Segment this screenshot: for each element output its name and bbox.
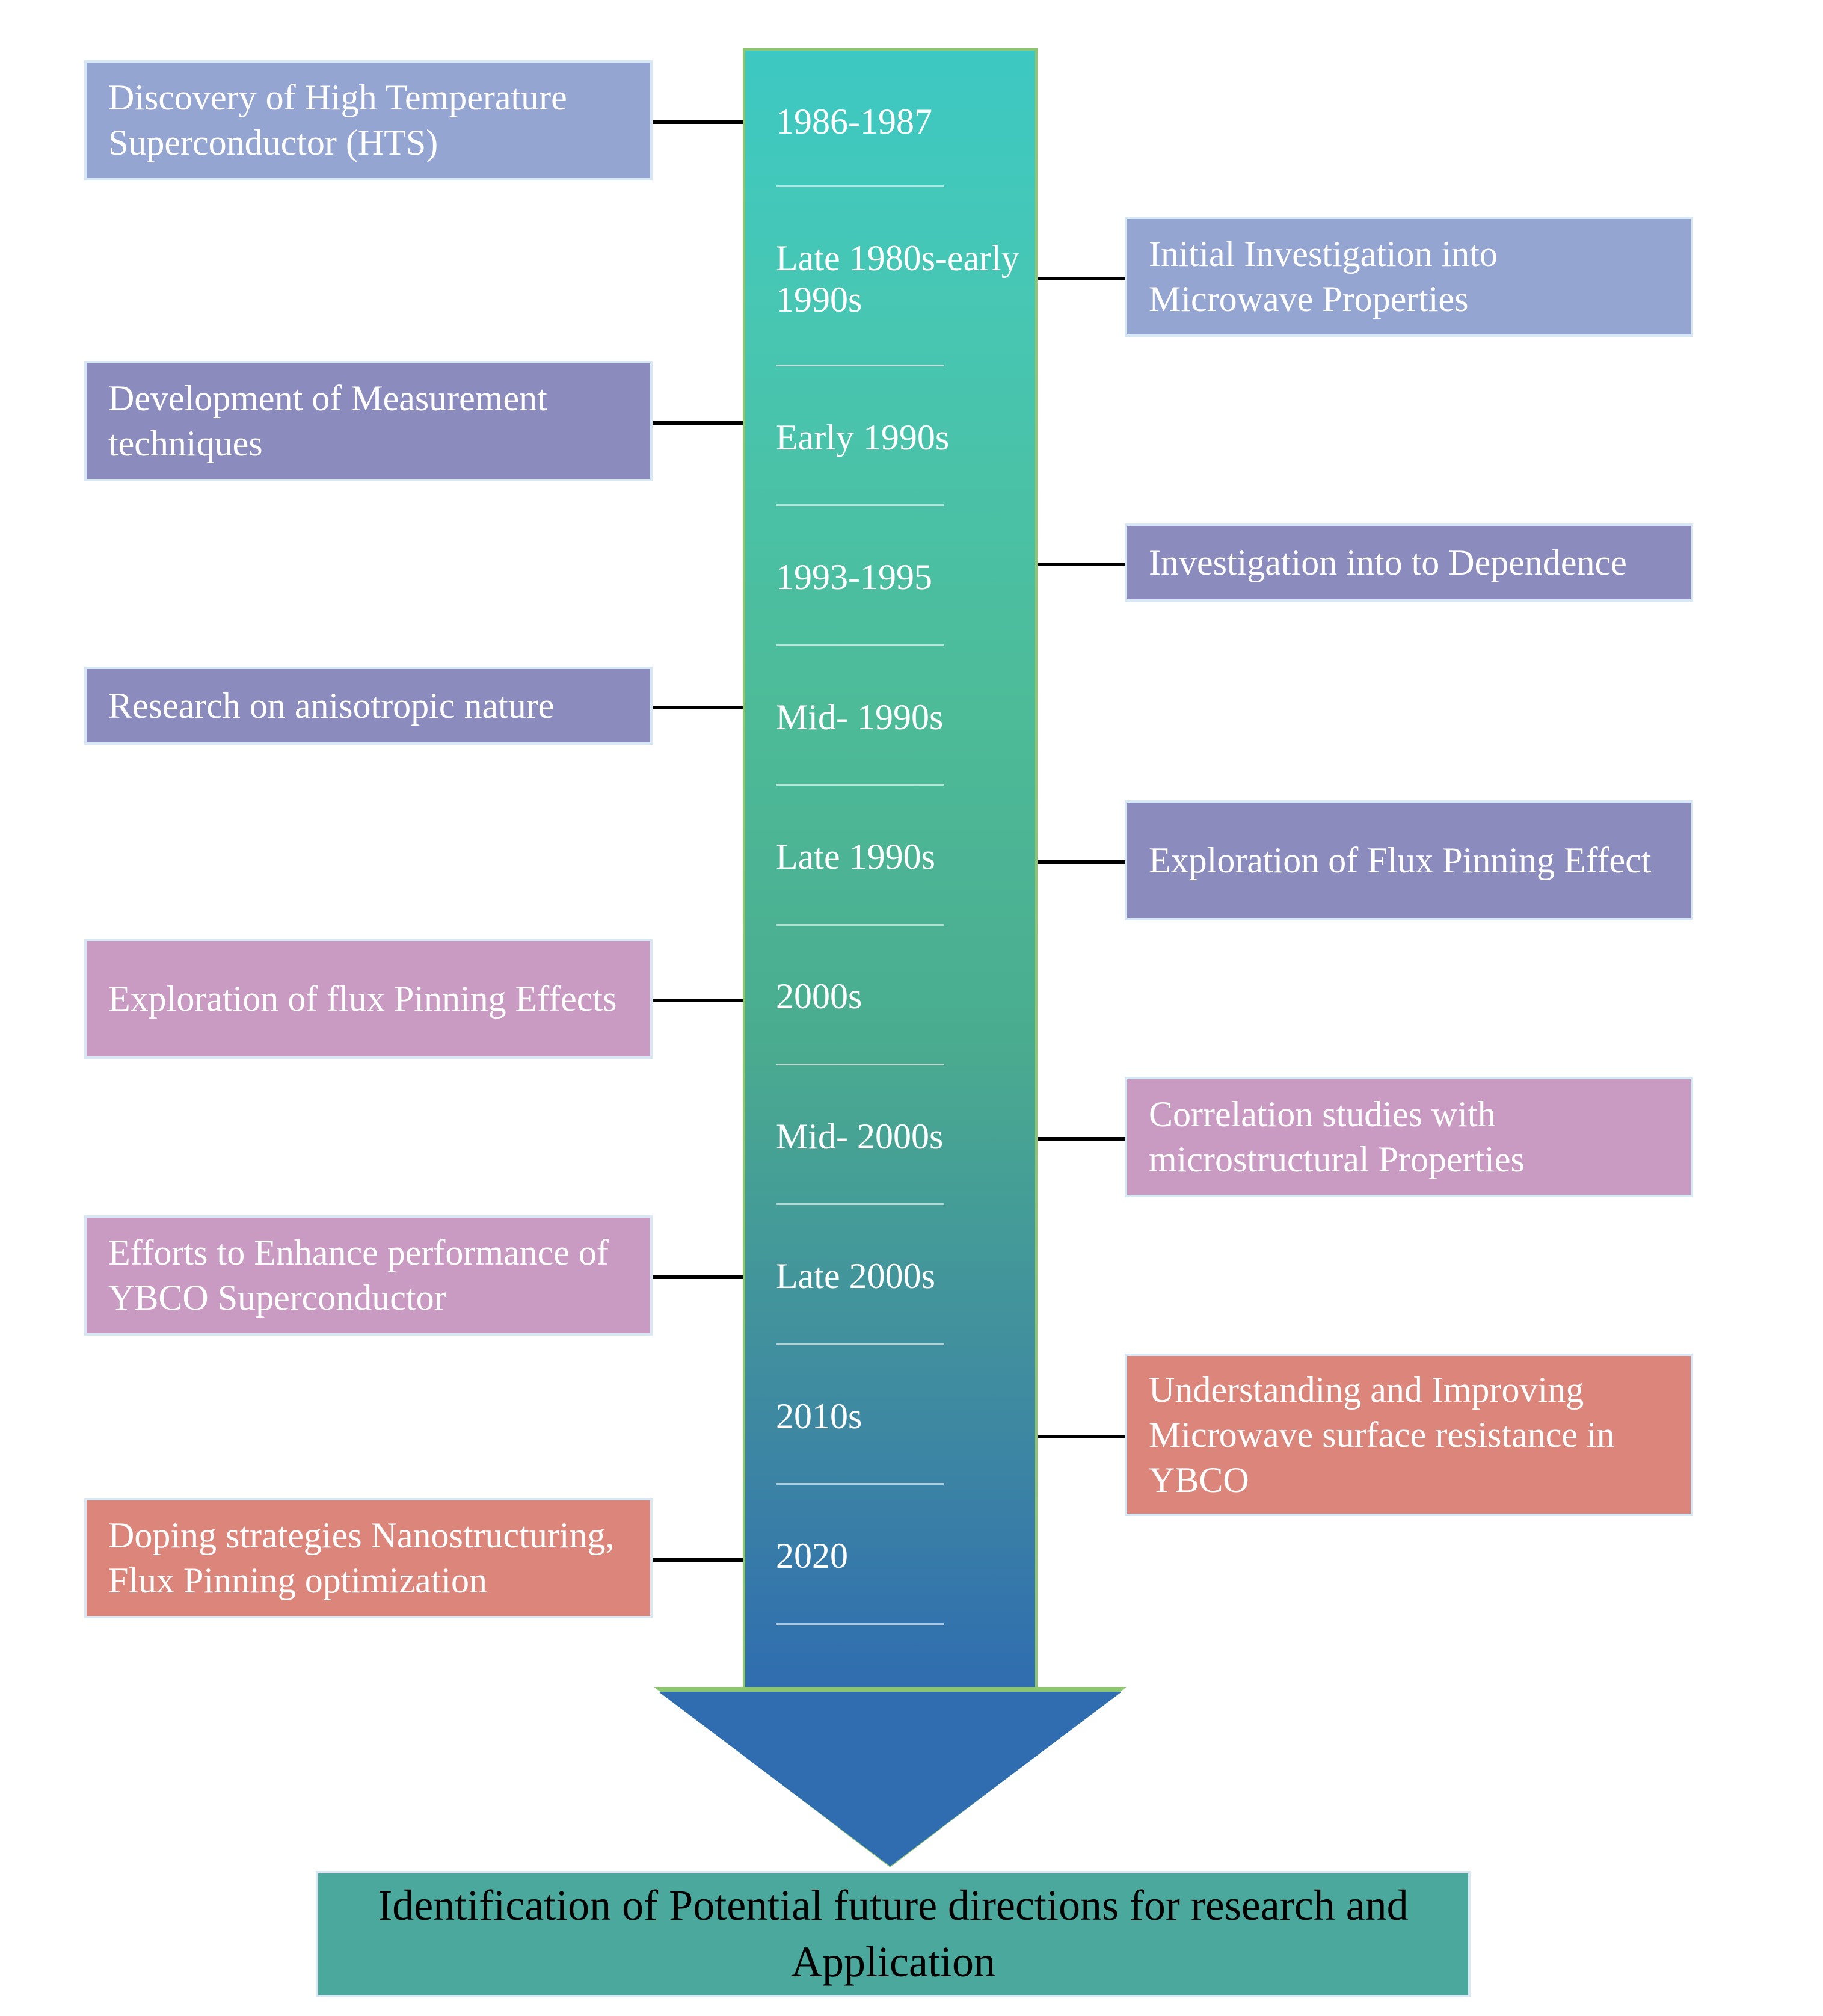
- connector-3: [1038, 563, 1125, 566]
- date-8: Late 2000s: [776, 1256, 1034, 1297]
- event-4: Research on anisotropic nature: [84, 667, 653, 745]
- event-8: Efforts to Enhance performance of YBCO S…: [84, 1215, 653, 1336]
- connector-0: [653, 120, 743, 124]
- divider-8: [776, 1343, 944, 1345]
- divider-7: [776, 1203, 944, 1205]
- divider-4: [776, 784, 944, 786]
- date-9: 2010s: [776, 1396, 1034, 1437]
- conclusion-box: Identification of Potential future direc…: [316, 1871, 1471, 1997]
- event-1: Initial Investigation into Microwave Pro…: [1125, 217, 1693, 337]
- divider-1: [776, 365, 944, 366]
- connector-10: [653, 1558, 743, 1562]
- date-4: Mid- 1990s: [776, 697, 1034, 738]
- connector-8: [653, 1275, 743, 1279]
- connector-4: [653, 706, 743, 709]
- connector-9: [1038, 1435, 1125, 1438]
- connector-5: [1038, 860, 1125, 864]
- date-1: Late 1980s-early 1990s: [776, 238, 1034, 321]
- date-5: Late 1990s: [776, 836, 1034, 878]
- divider-3: [776, 644, 944, 646]
- timeline-diagram: 1986-1987 Late 1980s-early 1990s Early 1…: [0, 0, 1823, 2016]
- date-7: Mid- 2000s: [776, 1116, 1034, 1158]
- divider-2: [776, 504, 944, 506]
- date-10: 2020: [776, 1535, 1034, 1577]
- event-0: Discovery of High Temperature Supercondu…: [84, 60, 653, 180]
- event-6: Exploration of flux Pinning Effects: [84, 939, 653, 1059]
- divider-9: [776, 1483, 944, 1485]
- connector-1: [1038, 277, 1125, 280]
- date-3: 1993-1995: [776, 556, 1034, 598]
- event-10: Doping strategies Nanostructuring, Flux …: [84, 1498, 653, 1618]
- date-0: 1986-1987: [776, 101, 1034, 143]
- date-6: 2000s: [776, 976, 1034, 1017]
- divider-5: [776, 924, 944, 926]
- event-7: Correlation studies with microstructural…: [1125, 1077, 1693, 1197]
- event-5: Exploration of Flux Pinning Effect: [1125, 800, 1693, 920]
- divider-6: [776, 1064, 944, 1065]
- divider-0: [776, 185, 944, 187]
- connector-2: [653, 421, 743, 425]
- connector-6: [653, 999, 743, 1002]
- divider-10: [776, 1623, 944, 1625]
- event-2: Development of Measurement techniques: [84, 361, 653, 481]
- connector-7: [1038, 1137, 1125, 1141]
- event-3: Investigation into to Dependence: [1125, 523, 1693, 602]
- event-9: Understanding and Improving Microwave su…: [1125, 1354, 1693, 1516]
- arrow-head: [659, 1692, 1122, 1866]
- date-2: Early 1990s: [776, 417, 1034, 458]
